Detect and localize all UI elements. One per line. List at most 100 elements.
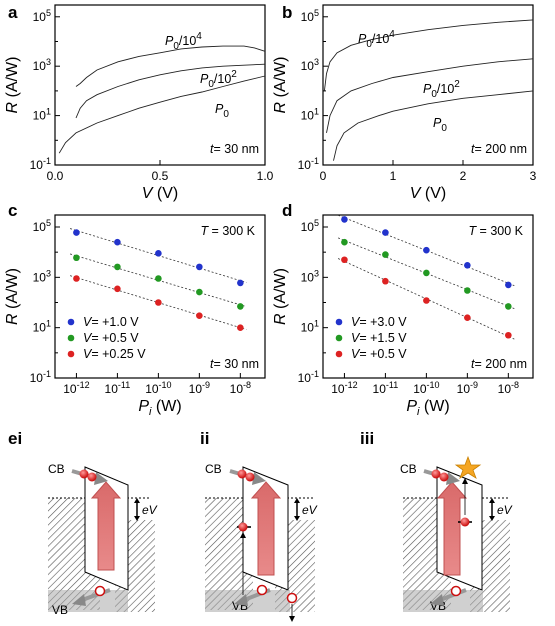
x-tick-label: 10-11: [373, 380, 399, 396]
band-diagram-ei: CB VB eV: [48, 462, 158, 617]
data-point: [341, 256, 348, 264]
data-point: [196, 263, 203, 271]
chart-b: 10-1 101 103 105 0 1 2 3 V (V) R (A/W) P0/104 P0/10…: [272, 4, 537, 202]
data-point: [382, 251, 389, 258]
electron-icon: [245, 472, 255, 482]
legend-label: V= +0.25 V: [83, 347, 146, 361]
hole-flow-arrow-shaft: [81, 588, 111, 602]
y-axis-label: R (A/W): [272, 57, 289, 114]
x-axis-label: Pi (W): [406, 398, 449, 418]
ev-label: eV: [142, 503, 158, 517]
data-point: [464, 262, 471, 269]
panel-label-c: c: [8, 201, 17, 220]
y-tick-label: 103: [301, 57, 319, 73]
panel-label-ii: ii: [200, 429, 209, 448]
series-line: [75, 45, 266, 87]
data-point: [73, 254, 80, 262]
data-point: [423, 269, 430, 277]
data-point: [464, 314, 471, 321]
trapped-electron-icon: [238, 522, 248, 532]
series-label: P0: [215, 102, 229, 120]
y-tick-label: 10-1: [30, 369, 51, 385]
valence-band-fill: [48, 590, 128, 612]
series-line: [75, 63, 266, 119]
y-tick-label: 103: [33, 57, 51, 73]
data-point: [73, 275, 80, 282]
x-tick-label: 10-9: [189, 380, 210, 396]
y-tick-label: 101: [33, 107, 51, 123]
series-line: [333, 90, 534, 161]
y-tick-label: 103: [33, 268, 51, 284]
y-tick-label: 10-1: [298, 369, 319, 385]
data-point: [237, 303, 244, 310]
y-tick-label: 101: [33, 319, 51, 335]
legend-marker: [67, 350, 75, 358]
x-tick-label: 10-12: [331, 380, 357, 396]
y-tick-label: 105: [33, 8, 51, 24]
ev-label: eV: [302, 503, 318, 517]
x-axis-label: V (V): [410, 185, 446, 202]
panel-label-iii: iii: [360, 429, 374, 448]
x-tick-label: 10-8: [230, 380, 251, 396]
electron-icon: [431, 469, 441, 479]
x-tick-label: 1.0: [257, 169, 274, 183]
panel-label-d: d: [282, 201, 292, 220]
data-point: [114, 263, 121, 271]
trapped-electron-icon: [460, 517, 470, 527]
hole-flow-arrow-head: [72, 594, 86, 606]
x-tick-label: 2: [460, 169, 467, 183]
y-tick-label: 101: [301, 107, 319, 123]
legend-marker: [335, 350, 343, 358]
electron-icon: [79, 469, 89, 479]
plot-frame: [54, 4, 266, 166]
data-point: [464, 287, 471, 294]
electron-icon: [237, 469, 247, 479]
legend-marker: [335, 334, 343, 342]
data-point: [505, 303, 512, 310]
data-point: [155, 275, 162, 282]
x-tick-label: 0: [320, 169, 327, 183]
cb-label: CB: [400, 462, 417, 476]
x-tick-label: 1: [390, 169, 397, 183]
ev-label: eV: [497, 503, 513, 517]
panel-label-ei: ei: [8, 429, 22, 448]
series-label: P0: [433, 116, 447, 134]
data-point: [423, 246, 430, 254]
cb-label: CB: [48, 462, 65, 476]
data-point: [341, 238, 348, 246]
data-point: [423, 297, 430, 304]
chart-title: T = 300 K: [468, 224, 523, 238]
data-point: [237, 324, 244, 331]
data-point: [114, 285, 121, 293]
y-tick-label: 105: [301, 218, 319, 234]
band-diagram-ii: CB VB eV: [205, 462, 318, 622]
y-axis-label: R (A/W): [4, 268, 21, 325]
data-point: [382, 277, 389, 285]
thickness-annotation: t= 200 nm: [471, 357, 527, 371]
plot-frame: [54, 214, 266, 379]
hole-icon: [256, 584, 268, 596]
legend-label: V= +0.5 V: [83, 331, 139, 345]
y-tick-label: 101: [301, 319, 319, 335]
x-axis-label: Pi (W): [138, 398, 181, 418]
y-tick-label: 105: [33, 218, 51, 234]
x-tick-label: 10-8: [498, 380, 519, 396]
panel-label-b: b: [282, 3, 292, 22]
x-tick-label: 10-9: [457, 380, 478, 396]
thickness-annotation: t= 30 nm: [210, 357, 259, 371]
data-point: [237, 279, 244, 287]
data-point: [73, 229, 80, 236]
band-diagram-iii: CB VB eV: [400, 455, 513, 613]
y-tick-label: 10-1: [298, 156, 319, 172]
data-point: [505, 331, 512, 339]
series-line: [58, 75, 266, 154]
legend-label: V= +0.5 V: [351, 347, 407, 361]
data-point: [196, 312, 203, 319]
data-point: [114, 238, 121, 246]
hole-icon: [94, 585, 106, 597]
excitation-arrow: [90, 481, 122, 571]
x-tick-label: 10-11: [105, 380, 131, 396]
fit-line: [69, 253, 247, 307]
hole-icon: [286, 592, 298, 604]
